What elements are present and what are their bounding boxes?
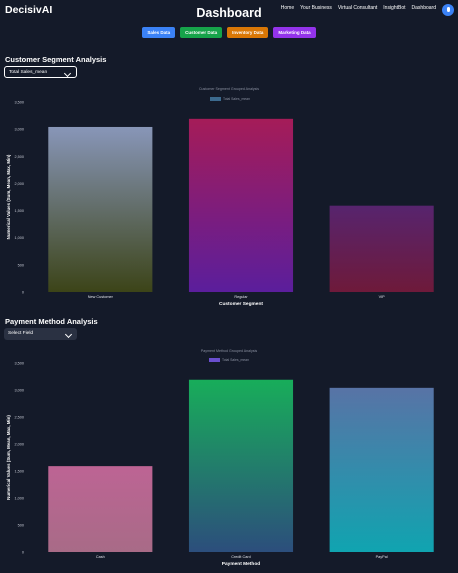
y-tick-label: 1,000: [14, 497, 24, 501]
payment-method-chart: Payment Method Grouped Analysis Total Sal…: [6, 349, 434, 567]
x-tick-label: PayPal: [376, 555, 388, 559]
nav-your-business-link[interactable]: Your Business: [300, 5, 332, 11]
chart-title: Payment Method Grouped Analysis: [201, 349, 258, 353]
legend-label: Total Sales_mean: [222, 358, 249, 362]
y-tick-label: 2,000: [14, 182, 24, 186]
y-tick-label: 3,500: [14, 362, 24, 366]
x-tick-label: VIP: [379, 295, 386, 299]
nav-insightbot-link[interactable]: InsightBot: [383, 5, 406, 11]
y-tick-label: 2,500: [14, 155, 24, 159]
customer-field-select-value: Total Sales_mean: [9, 70, 48, 75]
y-tick-label: 1,500: [14, 209, 24, 213]
y-axis-label: Numerical Values (Sum, Mean, Max, Min): [6, 154, 11, 239]
y-tick-label: 1,500: [14, 470, 24, 474]
x-tick-label: Credit Card: [231, 555, 250, 559]
y-tick-label: 3,000: [14, 128, 24, 132]
y-axis-label: Numerical Values (Sum, Mean, Max, Min): [6, 415, 11, 500]
y-tick-label: 500: [18, 263, 24, 267]
x-tick-label: Cash: [96, 555, 105, 559]
tab-sales-data[interactable]: Sales Data: [142, 27, 176, 38]
chevron-down-icon: [64, 330, 73, 338]
x-tick-label: Regular: [234, 295, 248, 299]
x-axis-label: Payment Method: [222, 561, 260, 567]
y-tick-label: 2,500: [14, 416, 24, 420]
customer-segment-title: Customer Segment Analysis: [5, 55, 107, 64]
bar-credit-card: [188, 379, 294, 552]
bar-new-customer: [48, 126, 153, 292]
legend-swatch: [209, 358, 220, 362]
x-axis-label: Customer Segment: [219, 301, 263, 307]
data-tabs: Sales Data Customer Data Inventory Data …: [0, 27, 458, 38]
payment-method-title: Payment Method Analysis: [5, 317, 98, 326]
nav-dashboard-link[interactable]: Dashboard: [411, 5, 436, 11]
tab-customer-data[interactable]: Customer Data: [180, 27, 223, 38]
top-nav: Home Your Business Virtual Consultant In…: [281, 5, 436, 11]
customer-field-select[interactable]: Total Sales_mean: [4, 66, 77, 78]
app-logo[interactable]: DecisivAI: [5, 4, 53, 16]
tab-inventory-data[interactable]: Inventory Data: [227, 27, 269, 38]
payment-field-select[interactable]: Select Field: [4, 328, 77, 340]
tab-marketing-data[interactable]: Marketing Data: [273, 27, 316, 38]
bar-vip: [329, 205, 434, 292]
page-title: Dashboard: [196, 6, 262, 20]
payment-field-select-value: Select Field: [8, 331, 34, 336]
chart-title: Customer Segment Grouped Analysis: [199, 87, 259, 91]
nav-virtual-consultant-link[interactable]: Virtual Consultant: [337, 5, 378, 11]
bar-cash: [48, 466, 153, 552]
y-tick-label: 1,000: [14, 236, 24, 240]
legend-label: Total Sales_mean: [223, 97, 250, 101]
y-tick-label: 500: [18, 524, 24, 528]
y-tick-label: 3,500: [14, 101, 24, 105]
y-tick-label: 0: [22, 551, 24, 555]
nav-home-link[interactable]: Home: [280, 5, 295, 11]
chevron-down-icon: [63, 69, 72, 77]
customer-segment-chart: Customer Segment Grouped Analysis Total S…: [6, 87, 434, 307]
y-tick-label: 3,000: [14, 389, 24, 393]
bar-paypal: [329, 387, 434, 552]
bar-regular: [188, 118, 294, 292]
x-tick-label: New Customer: [88, 295, 114, 299]
microphone-icon[interactable]: [442, 4, 454, 16]
y-tick-label: 0: [22, 291, 24, 295]
legend-swatch: [210, 97, 221, 101]
y-tick-label: 2,000: [14, 443, 24, 447]
